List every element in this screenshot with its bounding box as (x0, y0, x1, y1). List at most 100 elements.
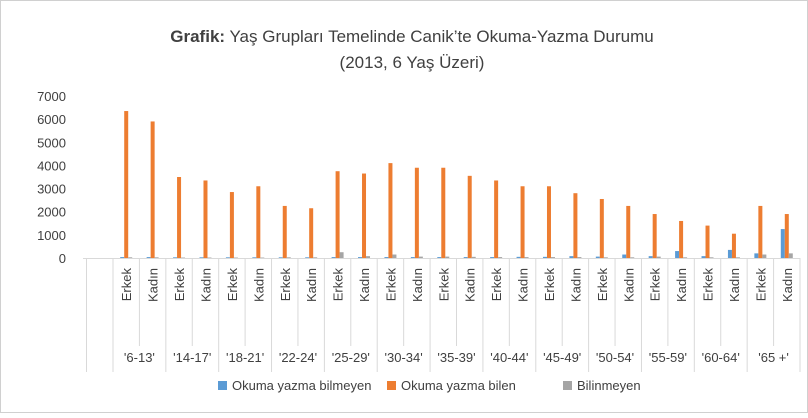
bar (728, 250, 732, 258)
legend-label: Okuma yazma bilen (401, 378, 516, 393)
y-tick-label: 3000 (37, 182, 66, 197)
bar (332, 257, 336, 258)
bar (525, 257, 529, 258)
bar (543, 257, 547, 258)
bar (649, 256, 653, 258)
x-tick-label: Kadın (146, 268, 161, 302)
bar (362, 174, 366, 258)
x-tick-label: Kadın (780, 268, 795, 302)
bar (547, 186, 551, 258)
x-tick-label: Kadın (357, 268, 372, 302)
bar (173, 257, 177, 258)
title-text: Yaş Grupları Temelinde Canik’te Okuma-Ya… (229, 27, 653, 46)
x-tick-label: Erkek (701, 268, 716, 302)
x-tick-label: Kadın (727, 268, 742, 302)
bar (521, 186, 525, 258)
bar (411, 257, 415, 258)
bar (203, 180, 207, 258)
bar (577, 257, 581, 258)
group-label: '18-21' (226, 350, 264, 365)
x-tick-label: Erkek (489, 268, 504, 302)
group-label: '65 +' (758, 350, 789, 365)
bar (287, 257, 291, 258)
x-tick-label: Erkek (383, 268, 398, 302)
bar (177, 177, 181, 258)
bar (226, 257, 230, 258)
bar (732, 234, 736, 258)
title-bold: Grafik: (170, 27, 225, 46)
chart-title: Grafik: Yaş Grupları Temelinde Canik’te … (170, 27, 653, 46)
bar (551, 257, 555, 258)
y-tick-label: 1000 (37, 228, 66, 243)
x-tick-label: Kadın (304, 268, 319, 302)
bar (517, 257, 521, 258)
bar (789, 253, 793, 258)
legend-label: Okuma yazma bilmeyen (232, 378, 371, 393)
bar (702, 256, 706, 258)
x-tick-label: Erkek (278, 268, 293, 302)
bar (785, 214, 789, 258)
bar (392, 255, 396, 258)
chart-subtitle: (2013, 6 Yaş Üzeri) (340, 53, 485, 72)
bar (120, 257, 124, 258)
group-label: '6-13' (124, 350, 155, 365)
x-tick-label: Erkek (542, 268, 557, 302)
x-tick-label: Erkek (595, 268, 610, 302)
x-tick-label: Erkek (225, 268, 240, 302)
bar (151, 121, 155, 258)
bar (675, 251, 679, 258)
bar (305, 257, 309, 258)
bar (279, 257, 283, 258)
bar (419, 257, 423, 258)
bar (679, 221, 683, 258)
bar (494, 180, 498, 258)
bar (710, 257, 714, 258)
bar (762, 255, 766, 258)
bar (758, 206, 762, 258)
group-label: '35-39' (437, 350, 475, 365)
group-label: '14-17' (173, 350, 211, 365)
bar (781, 229, 785, 258)
x-tick-label: Kadın (410, 268, 425, 302)
x-tick-label: Kadın (251, 268, 266, 302)
bar (683, 257, 687, 258)
bar (630, 257, 634, 258)
y-tick-label: 5000 (37, 135, 66, 150)
bar (384, 257, 388, 258)
bar (313, 257, 317, 258)
bar (128, 257, 132, 258)
bar (415, 168, 419, 258)
bar (252, 257, 256, 258)
bar (604, 257, 608, 258)
legend-swatch (563, 381, 572, 390)
x-tick-label: Kadın (621, 268, 636, 302)
group-label: '45-49' (543, 350, 581, 365)
x-tick-label: Kadın (198, 268, 213, 302)
bar (468, 176, 472, 258)
bar (388, 163, 392, 258)
group-label: '22-24' (279, 350, 317, 365)
bar (596, 257, 600, 258)
y-tick-label: 0 (59, 251, 66, 266)
bar (124, 111, 128, 258)
bar (256, 186, 260, 258)
bar (657, 257, 661, 258)
bar (441, 168, 445, 258)
x-tick-label: Erkek (436, 268, 451, 302)
group-label: '25-29' (332, 350, 370, 365)
bar (147, 257, 151, 258)
bar (358, 257, 362, 258)
bar (736, 257, 740, 258)
x-tick-label: Kadın (516, 268, 531, 302)
bar (445, 257, 449, 258)
bar (626, 206, 630, 258)
bar (498, 257, 502, 258)
bar (340, 252, 344, 258)
bar (336, 171, 340, 258)
y-tick-label: 2000 (37, 205, 66, 220)
group-label: '60-64' (702, 350, 740, 365)
bar (653, 214, 657, 258)
bar (437, 257, 441, 258)
bar (464, 257, 468, 258)
